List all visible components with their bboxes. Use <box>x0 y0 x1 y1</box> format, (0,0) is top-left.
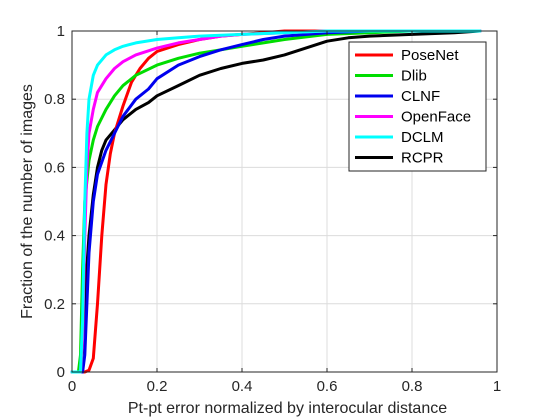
x-axis-label: Pt-pt error normalized by interocular di… <box>128 400 447 417</box>
x-tick-label: 0.2 <box>147 378 168 395</box>
y-axis-label: Fraction of the number of images <box>19 84 36 319</box>
y-tick-label: 0.4 <box>44 228 65 245</box>
y-tick-label: 0 <box>57 364 65 381</box>
legend-label: Dlib <box>401 68 427 85</box>
y-tick-label: 0.6 <box>44 159 65 176</box>
y-tick-label: 0.2 <box>44 296 65 313</box>
y-tick-label: 1 <box>57 23 65 40</box>
x-tick-label: 0.4 <box>232 378 253 395</box>
legend-label: OpenFace <box>401 109 471 126</box>
legend: PoseNet Dlib CLNF OpenFace DCLM RCPR <box>349 42 486 171</box>
legend-label: CLNF <box>401 88 440 105</box>
x-tick-label: 0 <box>68 378 76 395</box>
legend-label: RCPR <box>401 150 444 167</box>
x-tick-label: 1 <box>493 378 501 395</box>
legend-label: PoseNet <box>401 47 459 64</box>
legend-label: DCLM <box>401 129 444 146</box>
x-tick-label: 0.8 <box>402 378 423 395</box>
y-tick-label: 0.8 <box>44 91 65 108</box>
x-tick-label: 0.6 <box>317 378 338 395</box>
